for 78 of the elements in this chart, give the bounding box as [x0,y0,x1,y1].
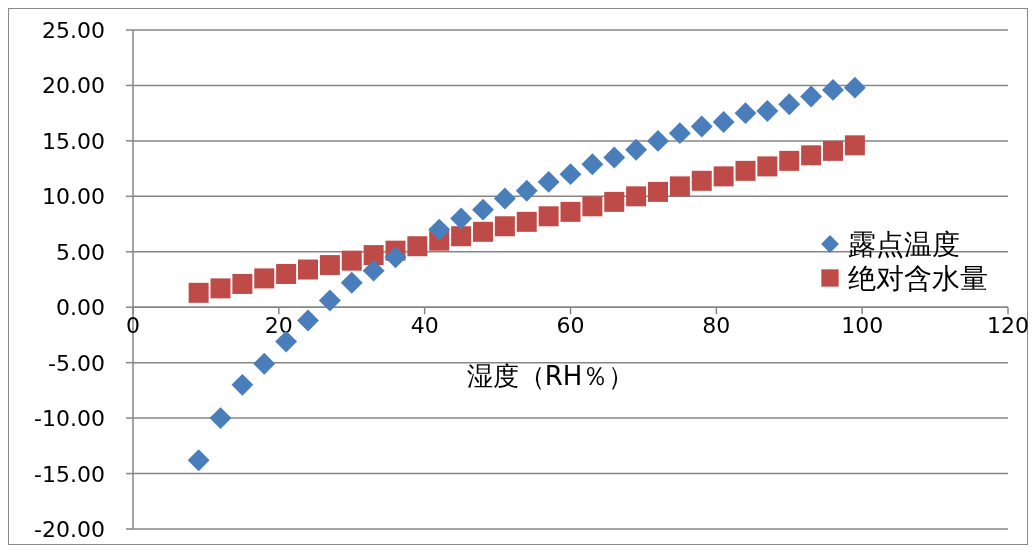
point [800,85,823,108]
point [778,93,801,116]
point [276,263,297,284]
point [713,166,734,187]
point [691,170,712,191]
legend-label: 绝对含水量 [848,262,988,295]
x-tick-label: 0 [126,313,140,339]
y-tick-label: -10.00 [34,406,105,432]
point [210,278,231,299]
x-axis-title: 湿度（RH％） [466,361,635,392]
x-tick-label: 100 [841,313,884,339]
point [209,407,232,430]
x-tick-label: 120 [987,313,1029,339]
point [341,250,362,271]
point [340,271,363,294]
y-tick-label: 20.00 [42,73,105,99]
point [844,135,865,156]
y-tick-label: 10.00 [42,184,105,210]
y-tick-label: -15.00 [34,461,105,487]
legend-label: 露点温度 [848,228,960,261]
point [428,218,451,241]
point [231,373,254,396]
y-tick-label: 5.00 [56,239,105,265]
point [603,146,626,169]
point [298,259,318,280]
point [801,145,822,166]
point [559,163,582,186]
point [493,187,516,210]
point [515,179,538,202]
y-tick-label: 0.00 [56,295,105,321]
x-tick-label: 60 [556,313,585,339]
point [668,122,691,145]
point [450,207,473,230]
point [560,201,581,222]
x-tick-label: 80 [702,313,731,339]
point [669,176,690,197]
point [254,268,275,289]
point [712,111,735,133]
point [472,198,494,221]
point [188,282,209,303]
point [757,156,778,177]
point [494,216,515,237]
point [538,206,559,227]
point [581,153,604,176]
point [690,115,713,138]
point [779,150,800,171]
point [297,309,319,332]
point [516,211,537,232]
point [187,449,210,472]
y-tick-label: -20.00 [34,517,105,542]
point [537,170,560,193]
point [626,186,647,207]
y-tick-label: -5.00 [48,350,105,376]
point [253,352,276,375]
point [319,255,340,276]
point [648,181,668,202]
point [823,140,843,161]
point [604,191,625,212]
point [451,226,472,247]
point [384,246,407,269]
point [407,236,428,257]
point [363,245,384,266]
y-tick-label: 25.00 [42,18,105,43]
point [756,99,779,122]
x-tick-label: 40 [410,313,439,339]
point [232,273,253,294]
x-tick-label: 20 [264,313,293,339]
point [318,289,341,312]
point [735,160,756,181]
point [734,102,757,125]
point [473,221,493,242]
point [625,138,648,161]
y-tick-label: 15.00 [42,128,105,154]
point [822,78,844,101]
point [362,259,385,282]
point [647,129,669,152]
point [582,196,603,217]
point [843,76,866,99]
